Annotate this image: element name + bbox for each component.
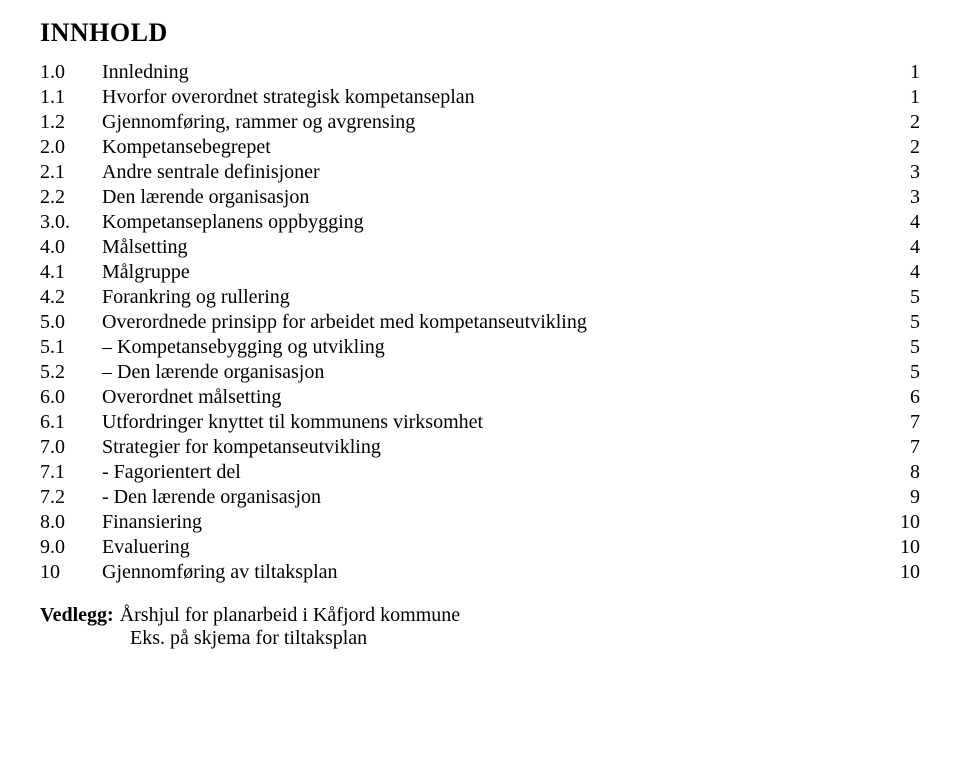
toc-label: Den lærende organisasjon <box>102 187 880 207</box>
toc-page: 5 <box>880 337 920 357</box>
toc-number: 1.0 <box>40 62 102 82</box>
toc-number: 1.2 <box>40 112 102 132</box>
toc-label: Kompetansebegrepet <box>102 137 880 157</box>
attachment-line-1: Vedlegg: Årshjul for planarbeid i Kåfjor… <box>40 604 920 627</box>
toc-number: 9.0 <box>40 537 102 557</box>
attachment-block: Vedlegg: Årshjul for planarbeid i Kåfjor… <box>40 604 920 650</box>
toc-number: 2.1 <box>40 162 102 182</box>
toc-number: 1.1 <box>40 87 102 107</box>
attachment-label: Vedlegg: <box>40 604 114 627</box>
toc-number: 6.0 <box>40 387 102 407</box>
toc-page: 5 <box>880 287 920 307</box>
toc-number: 4.0 <box>40 237 102 257</box>
toc-number: 10 <box>40 562 102 582</box>
toc-row: 4.2Forankring og rullering5 <box>40 287 920 307</box>
toc-page: 6 <box>880 387 920 407</box>
toc-number: 7.1 <box>40 462 102 482</box>
toc-row: 8.0Finansiering10 <box>40 512 920 532</box>
toc-page: 3 <box>880 187 920 207</box>
toc-row: 6.1Utfordringer knyttet til kommunens vi… <box>40 412 920 432</box>
toc-page: 4 <box>880 237 920 257</box>
toc-page: 2 <box>880 112 920 132</box>
toc-row: 7.2- Den lærende organisasjon9 <box>40 487 920 507</box>
toc-row: 2.1Andre sentrale definisjoner3 <box>40 162 920 182</box>
toc-number: 4.1 <box>40 262 102 282</box>
toc-number: 5.1 <box>40 337 102 357</box>
toc-row: 1.2Gjennomføring, rammer og avgrensing2 <box>40 112 920 132</box>
toc-label: Strategier for kompetanseutvikling <box>102 437 880 457</box>
attachment-line-2: Eks. på skjema for tiltaksplan <box>40 627 920 650</box>
toc-number: 7.2 <box>40 487 102 507</box>
toc-row: 10Gjennomføring av tiltaksplan10 <box>40 562 920 582</box>
toc-label: Gjennomføring, rammer og avgrensing <box>102 112 880 132</box>
toc-number: 7.0 <box>40 437 102 457</box>
toc-row: 1.1Hvorfor overordnet strategisk kompeta… <box>40 87 920 107</box>
toc-row: 9.0Evaluering10 <box>40 537 920 557</box>
toc-label: - Fagorientert del <box>102 462 880 482</box>
toc-label: - Den lærende organisasjon <box>102 487 880 507</box>
toc-page: 7 <box>880 437 920 457</box>
toc-label: Kompetanseplanens oppbygging <box>102 212 880 232</box>
toc-page: 2 <box>880 137 920 157</box>
toc-label: – Kompetansebygging og utvikling <box>102 337 880 357</box>
toc-page: 7 <box>880 412 920 432</box>
toc-row: 2.0Kompetansebegrepet2 <box>40 137 920 157</box>
toc-label: Målgruppe <box>102 262 880 282</box>
toc-row: 4.1Målgruppe4 <box>40 262 920 282</box>
toc-number: 6.1 <box>40 412 102 432</box>
toc-row: 1.0Innledning1 <box>40 62 920 82</box>
toc-label: Hvorfor overordnet strategisk kompetanse… <box>102 87 880 107</box>
toc-list: 1.0Innledning11.1Hvorfor overordnet stra… <box>40 62 920 582</box>
toc-label: Utfordringer knyttet til kommunens virks… <box>102 412 880 432</box>
toc-page: 5 <box>880 362 920 382</box>
toc-page: 4 <box>880 212 920 232</box>
toc-page: 10 <box>880 562 920 582</box>
toc-number: 8.0 <box>40 512 102 532</box>
toc-page: 4 <box>880 262 920 282</box>
toc-row: 4.0Målsetting4 <box>40 237 920 257</box>
toc-row: 6.0Overordnet målsetting6 <box>40 387 920 407</box>
toc-number: 2.2 <box>40 187 102 207</box>
toc-label: Målsetting <box>102 237 880 257</box>
toc-row: 3.0.Kompetanseplanens oppbygging4 <box>40 212 920 232</box>
toc-label: Overordnet målsetting <box>102 387 880 407</box>
page: INNHOLD 1.0Innledning11.1Hvorfor overord… <box>0 0 960 650</box>
toc-number: 3.0. <box>40 212 102 232</box>
toc-number: 4.2 <box>40 287 102 307</box>
toc-label: Overordnede prinsipp for arbeidet med ko… <box>102 312 880 332</box>
toc-label: Andre sentrale definisjoner <box>102 162 880 182</box>
toc-row: 7.0Strategier for kompetanseutvikling7 <box>40 437 920 457</box>
toc-label: Forankring og rullering <box>102 287 880 307</box>
toc-page: 10 <box>880 537 920 557</box>
toc-row: 5.2– Den lærende organisasjon5 <box>40 362 920 382</box>
toc-label: – Den lærende organisasjon <box>102 362 880 382</box>
toc-page: 1 <box>880 87 920 107</box>
toc-page: 3 <box>880 162 920 182</box>
toc-row: 2.2Den lærende organisasjon3 <box>40 187 920 207</box>
toc-number: 2.0 <box>40 137 102 157</box>
toc-title: INNHOLD <box>40 18 920 48</box>
toc-row: 5.0Overordnede prinsipp for arbeidet med… <box>40 312 920 332</box>
toc-number: 5.2 <box>40 362 102 382</box>
toc-page: 9 <box>880 487 920 507</box>
toc-page: 8 <box>880 462 920 482</box>
toc-row: 7.1- Fagorientert del8 <box>40 462 920 482</box>
toc-label: Innledning <box>102 62 880 82</box>
toc-label: Finansiering <box>102 512 880 532</box>
toc-label: Evaluering <box>102 537 880 557</box>
attachment-text-1: Årshjul for planarbeid i Kåfjord kommune <box>120 604 460 627</box>
toc-label: Gjennomføring av tiltaksplan <box>102 562 880 582</box>
toc-row: 5.1– Kompetansebygging og utvikling5 <box>40 337 920 357</box>
toc-page: 10 <box>880 512 920 532</box>
toc-page: 5 <box>880 312 920 332</box>
toc-number: 5.0 <box>40 312 102 332</box>
toc-page: 1 <box>880 62 920 82</box>
